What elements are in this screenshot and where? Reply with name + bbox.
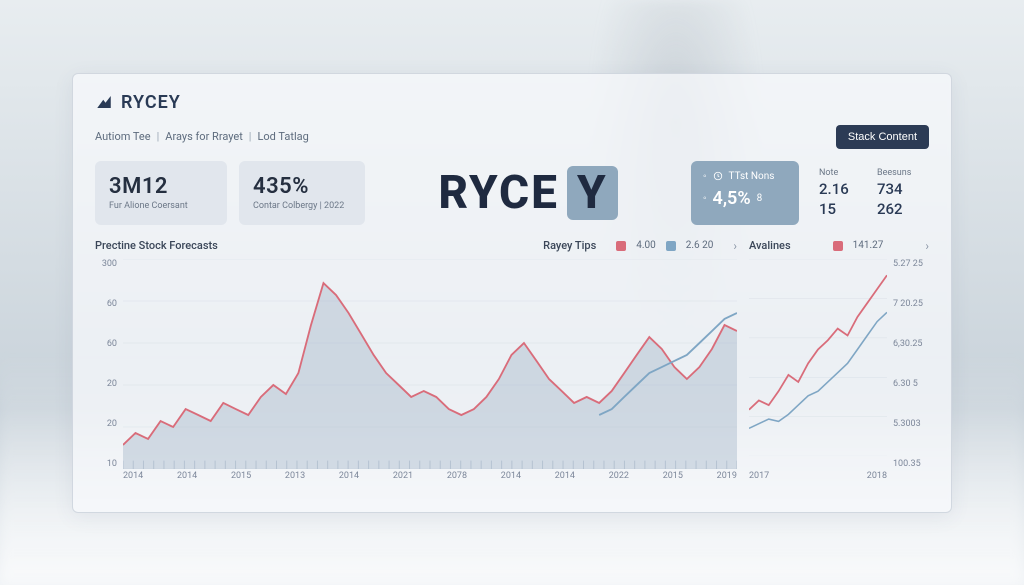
breadcrumb-sep: |	[249, 130, 252, 143]
chevron-right-icon[interactable]: ›	[925, 239, 929, 253]
xtick: 2022	[609, 471, 629, 487]
info-value: 4,5%	[713, 188, 751, 209]
side-chart-header: Avalines 141.27 ›	[749, 239, 929, 253]
brand-logo-icon	[95, 93, 113, 111]
stats-row: 3M12 Fur Alione Coersant 435% Contar Col…	[95, 161, 929, 225]
stat-card-a: 3M12 Fur Alione Coersant	[95, 161, 227, 225]
breadcrumb-item[interactable]: Lod Tatlag	[257, 130, 308, 143]
legend-label: 141.27	[853, 240, 884, 251]
big-logo: RYCEY	[377, 161, 679, 225]
mini-table: Note Beesuns 2.16 734 15 262	[811, 161, 929, 225]
ytick: 300	[95, 259, 117, 269]
main-chart-yticks: 300 60 60 20 20 10	[95, 259, 121, 469]
table-cell: 262	[877, 200, 921, 218]
info-line-2: ◦ 4,5% 8	[703, 188, 787, 209]
xtick: 2017	[749, 471, 769, 487]
xtick: 2015	[663, 471, 683, 487]
header: RYCEY	[95, 92, 929, 113]
legend-label: 2.6 20	[686, 240, 714, 251]
tips-title: Rayey Tips	[543, 239, 596, 252]
xtick: 2018	[867, 471, 887, 487]
breadcrumb-sep: |	[157, 130, 160, 143]
radio-icon: ◦	[703, 171, 707, 182]
ytick: 100.35	[893, 459, 929, 469]
xtick: 2021	[393, 471, 413, 487]
stat-a-subtitle: Fur Alione Coersant	[109, 201, 213, 211]
table-cell: 15	[819, 200, 863, 218]
main-chart-legend: 4.00 2.6 20	[616, 240, 713, 251]
side-chart-plot	[749, 259, 887, 469]
ytick: 20	[95, 419, 117, 429]
ytick: 5.27 25	[893, 259, 929, 269]
stat-a-value: 3M12	[109, 174, 213, 199]
ytick: 6,30.25	[893, 339, 929, 349]
main-chart-xticks: 2014 2014 2015 2013 2014 2021 2078 2014 2014 2022…	[123, 471, 737, 487]
ytick: 7 20.25	[893, 299, 929, 309]
ytick: 10	[95, 459, 117, 469]
legend-swatch	[833, 241, 843, 251]
info-line-1-label: TTst Nons	[729, 171, 775, 182]
big-logo-suffix: Y	[567, 166, 618, 220]
stat-b-value: 435%	[253, 174, 351, 199]
xtick: 2019	[717, 471, 737, 487]
ytick: 6.30 5	[893, 379, 929, 389]
info-suffix: 8	[757, 193, 763, 204]
stack-content-button[interactable]: Stack Content	[836, 125, 929, 149]
table-header: Note	[819, 168, 863, 178]
xtick: 2014	[123, 471, 143, 487]
xtick: 2014	[501, 471, 521, 487]
brand-name: RYCEY	[121, 92, 181, 113]
table-cell: 734	[877, 180, 921, 198]
legend-label: 4.00	[636, 240, 656, 251]
side-chart: Avalines 141.27 › 5.27 25 7 20.25 6,30.2…	[749, 239, 929, 487]
xtick: 2014	[177, 471, 197, 487]
info-line-1: ◦ TTst Nons	[703, 171, 787, 182]
side-chart-body: 5.27 25 7 20.25 6,30.25 6.30 5 5.3003 10…	[749, 259, 929, 487]
side-chart-xticks: 2017 2018	[749, 471, 887, 487]
main-chart-title: Prectine Stock Forecasts	[95, 239, 218, 252]
info-card: ◦ TTst Nons ◦ 4,5% 8	[691, 161, 799, 225]
main-chart-plot	[123, 259, 737, 469]
legend-swatch	[666, 241, 676, 251]
side-chart-legend: 141.27	[833, 240, 884, 251]
main-chart: Prectine Stock Forecasts Rayey Tips 4.00…	[95, 239, 737, 487]
ytick: 5.3003	[893, 419, 929, 429]
ytick: 20	[95, 379, 117, 389]
clock-icon	[713, 171, 723, 181]
breadcrumb-item[interactable]: Arays for Rrayet	[165, 130, 243, 143]
side-chart-title: Avalines	[749, 239, 791, 252]
xtick: 2015	[231, 471, 251, 487]
main-chart-header: Prectine Stock Forecasts Rayey Tips 4.00…	[95, 239, 737, 253]
charts-row: Prectine Stock Forecasts Rayey Tips 4.00…	[95, 239, 929, 487]
breadcrumb-row: Autiom Tee | Arays for Rrayet | Lod Tatl…	[95, 125, 929, 149]
dashboard-card: RYCEY Autiom Tee | Arays for Rrayet | Lo…	[72, 73, 952, 513]
table-header: Beesuns	[877, 168, 921, 178]
chevron-right-icon[interactable]: ›	[733, 239, 737, 253]
side-chart-yticks: 5.27 25 7 20.25 6,30.25 6.30 5 5.3003 10…	[889, 259, 929, 469]
xtick: 2014	[339, 471, 359, 487]
stat-card-b: 435% Contar Colbergy | 2022	[239, 161, 365, 225]
xtick: 2013	[285, 471, 305, 487]
xtick: 2014	[555, 471, 575, 487]
big-logo-text: RYCE	[438, 166, 559, 220]
main-chart-body: 300 60 60 20 20 10 201420142015201320142…	[95, 259, 737, 487]
breadcrumb-item[interactable]: Autiom Tee	[95, 130, 151, 143]
ytick: 60	[95, 299, 117, 309]
stat-b-subtitle: Contar Colbergy | 2022	[253, 201, 351, 211]
table-cell: 2.16	[819, 180, 863, 198]
radio-icon: ◦	[703, 193, 707, 204]
legend-swatch	[616, 241, 626, 251]
ytick: 60	[95, 339, 117, 349]
xtick: 2078	[447, 471, 467, 487]
breadcrumb: Autiom Tee | Arays for Rrayet | Lod Tatl…	[95, 130, 309, 143]
